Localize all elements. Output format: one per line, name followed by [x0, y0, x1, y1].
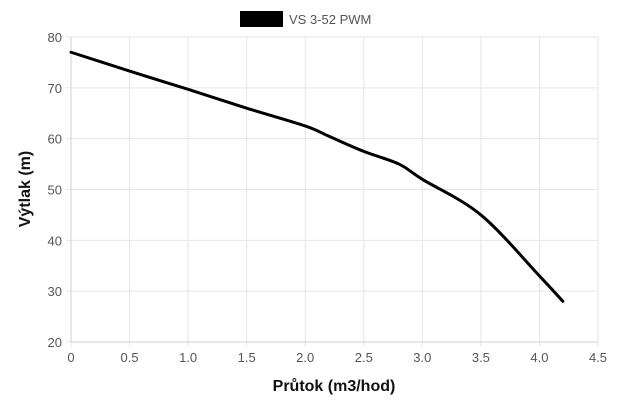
- y-axis-ticks: 20 30 40 50 60 70 80: [48, 30, 62, 350]
- y-tick-label: 50: [48, 183, 62, 198]
- y-tick-label: 20: [48, 335, 62, 350]
- x-tick-label: 2.5: [355, 350, 373, 365]
- x-tick-label: 3.0: [413, 350, 431, 365]
- x-axis-title: Průtok (m3/hod): [273, 378, 396, 395]
- x-axis-ticks: 0 0.5 1.0 1.5 2.0 2.5 3.0 3.5 4.0 4.5: [67, 350, 607, 365]
- y-tick-label: 80: [48, 30, 62, 45]
- series-group: [69, 50, 565, 303]
- y-tick-label: 70: [48, 81, 62, 96]
- x-tick-label: 3.5: [472, 350, 490, 365]
- legend[interactable]: VS 3-52 PWM: [240, 11, 371, 27]
- y-tick-label: 30: [48, 284, 62, 299]
- x-tick-label: 4.5: [589, 350, 607, 365]
- legend-swatch: [240, 11, 283, 27]
- axes: [70, 37, 598, 343]
- x-tick-label: 2.0: [296, 350, 314, 365]
- grid: [66, 36, 599, 347]
- y-tick-label: 40: [48, 233, 62, 248]
- x-tick-label: 1.0: [179, 350, 197, 365]
- y-axis-title: Výtlak (m): [17, 151, 34, 227]
- x-tick-label: 0.5: [121, 350, 139, 365]
- y-tick-label: 60: [48, 132, 62, 147]
- series-line-0: [69, 50, 565, 303]
- x-tick-label: 0: [67, 350, 74, 365]
- x-tick-label: 4.0: [530, 350, 548, 365]
- x-tick-label: 1.5: [238, 350, 256, 365]
- legend-label: VS 3-52 PWM: [289, 12, 371, 27]
